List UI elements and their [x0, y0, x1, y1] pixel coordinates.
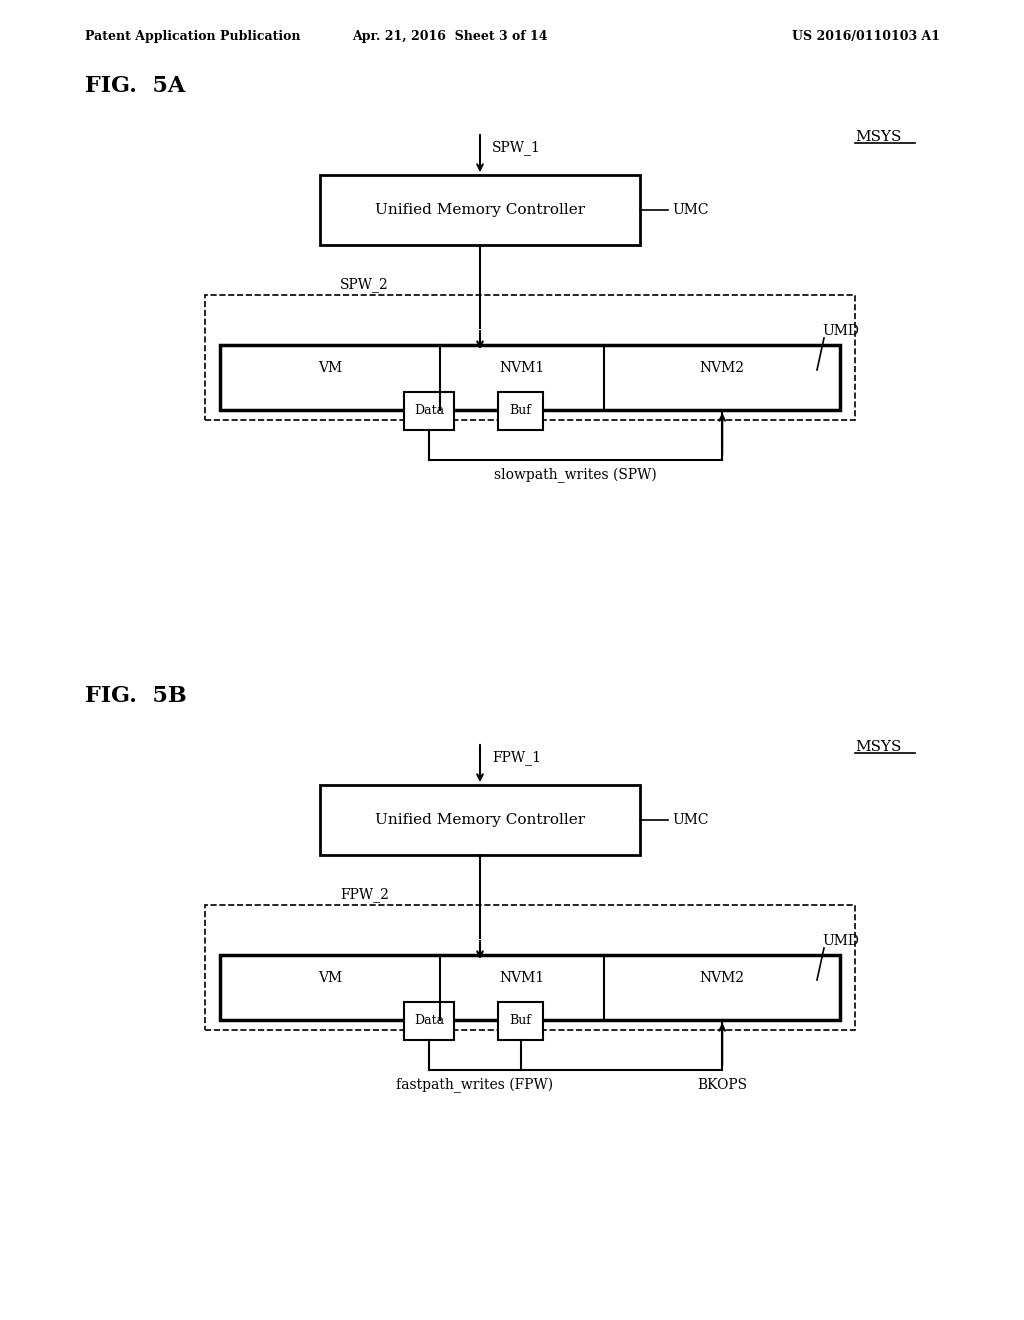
Text: BKOPS: BKOPS — [697, 1078, 748, 1092]
Bar — [404, 392, 454, 430]
Text: NVM2: NVM2 — [699, 970, 744, 985]
Text: slowpath_writes (SPW): slowpath_writes (SPW) — [495, 469, 657, 483]
Bar — [404, 1002, 454, 1040]
Text: Unified Memory Controller: Unified Memory Controller — [375, 203, 585, 216]
Bar — [220, 954, 840, 1020]
Bar — [498, 392, 543, 430]
Text: Buf: Buf — [510, 1015, 531, 1027]
Text: US 2016/0110103 A1: US 2016/0110103 A1 — [792, 30, 940, 44]
Bar — [319, 785, 640, 855]
Bar — [205, 906, 855, 1030]
Text: SPW_2: SPW_2 — [340, 277, 389, 293]
Bar — [220, 345, 840, 411]
Text: VM: VM — [318, 970, 342, 985]
Text: NVM1: NVM1 — [500, 360, 545, 375]
Text: MSYS: MSYS — [855, 129, 901, 144]
Text: UMD: UMD — [822, 935, 859, 948]
Text: Data: Data — [414, 1015, 444, 1027]
Bar — [319, 176, 640, 246]
Text: Patent Application Publication: Patent Application Publication — [85, 30, 300, 44]
Text: UMC: UMC — [672, 813, 709, 828]
Text: FIG.  5B: FIG. 5B — [85, 685, 186, 708]
Text: FPW_2: FPW_2 — [340, 887, 389, 903]
Text: MSYS: MSYS — [855, 741, 901, 754]
Text: SPW_1: SPW_1 — [492, 140, 541, 156]
Text: FPW_1: FPW_1 — [492, 751, 541, 766]
Text: Unified Memory Controller: Unified Memory Controller — [375, 813, 585, 828]
Bar — [498, 1002, 543, 1040]
Text: NVM2: NVM2 — [699, 360, 744, 375]
Text: UMC: UMC — [672, 203, 709, 216]
Text: Data: Data — [414, 404, 444, 417]
Text: FIG.  5A: FIG. 5A — [85, 75, 185, 96]
Bar — [205, 294, 855, 420]
Text: Apr. 21, 2016  Sheet 3 of 14: Apr. 21, 2016 Sheet 3 of 14 — [352, 30, 548, 44]
Text: UMD: UMD — [822, 323, 859, 338]
Text: VM: VM — [318, 360, 342, 375]
Text: NVM1: NVM1 — [500, 970, 545, 985]
Text: fastpath_writes (FPW): fastpath_writes (FPW) — [396, 1078, 553, 1093]
Text: Buf: Buf — [510, 404, 531, 417]
